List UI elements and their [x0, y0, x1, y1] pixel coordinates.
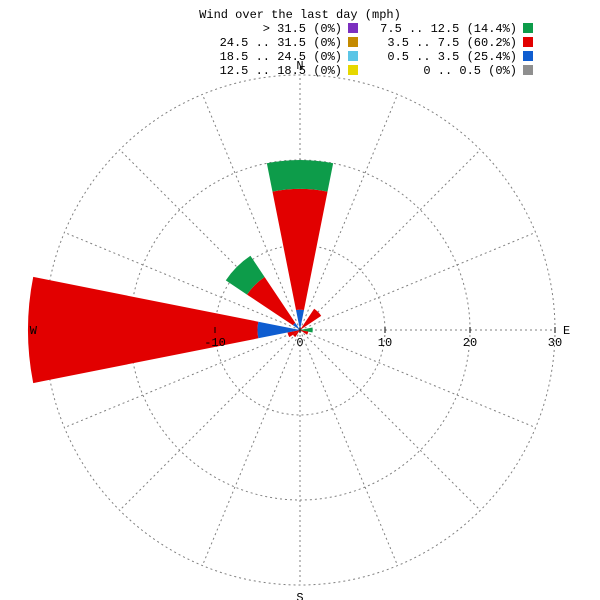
- tick-label: 20: [463, 336, 477, 350]
- legend-label: 0.5 .. 3.5 (25.4%): [387, 50, 517, 64]
- legend-swatch: [348, 23, 358, 33]
- compass-s: S: [296, 591, 303, 600]
- grid-spoke: [300, 330, 480, 510]
- grid-spoke: [300, 232, 536, 330]
- compass-e: E: [563, 324, 570, 338]
- legend-label: > 31.5 (0%): [263, 22, 342, 36]
- tick-label: 30: [548, 336, 562, 350]
- legend-swatch: [348, 65, 358, 75]
- legend-swatch: [523, 51, 533, 61]
- chart-title: Wind over the last day (mph): [199, 8, 401, 22]
- legend-swatch: [523, 37, 533, 47]
- legend-label: 7.5 .. 12.5 (14.4%): [380, 22, 517, 36]
- wind-wedge: [267, 160, 333, 192]
- legend: > 31.5 (0%)24.5 .. 31.5 (0%)18.5 .. 24.5…: [220, 22, 533, 78]
- legend-label: 24.5 .. 31.5 (0%): [220, 36, 342, 50]
- grid-spoke: [300, 330, 536, 428]
- legend-label: 3.5 .. 7.5 (60.2%): [387, 36, 517, 50]
- wind-rose-chart: -100102030NSEWWind over the last day (mp…: [0, 0, 600, 600]
- tick-label: 10: [378, 336, 392, 350]
- grid-spoke: [202, 330, 300, 566]
- legend-label: 0 .. 0.5 (0%): [423, 64, 517, 78]
- legend-label: 18.5 .. 24.5 (0%): [220, 50, 342, 64]
- tick-label: -10: [204, 336, 226, 350]
- legend-swatch: [523, 23, 533, 33]
- compass-w: W: [30, 324, 38, 338]
- legend-swatch: [348, 37, 358, 47]
- wind-wedge: [272, 189, 327, 310]
- legend-swatch: [348, 51, 358, 61]
- tick-label: 0: [296, 336, 303, 350]
- legend-label: 12.5 .. 18.5 (0%): [220, 64, 342, 78]
- grid-spoke: [300, 330, 398, 566]
- legend-swatch: [523, 65, 533, 75]
- wedges: [28, 160, 333, 383]
- wind-rose-svg: -100102030NSEWWind over the last day (mp…: [0, 0, 600, 600]
